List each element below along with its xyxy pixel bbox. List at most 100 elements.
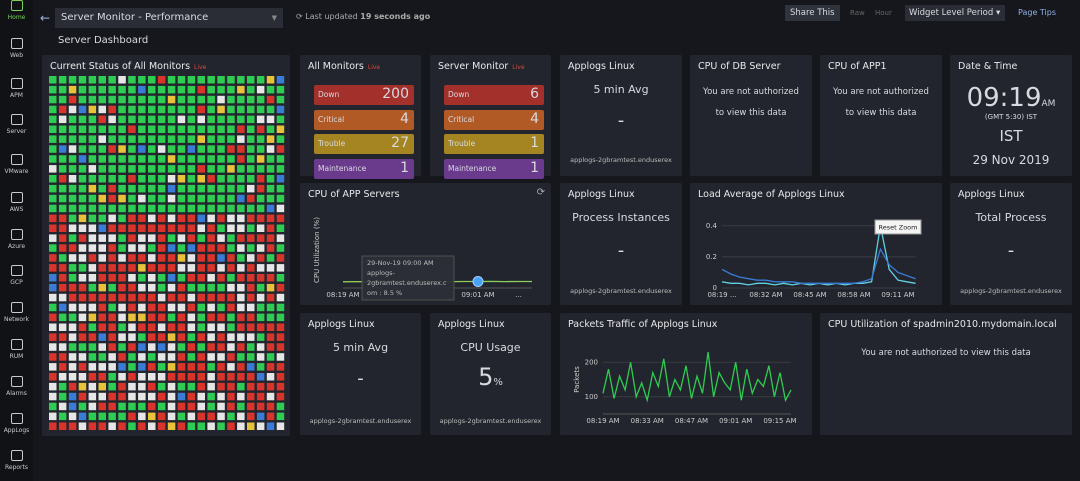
live: Live: [194, 64, 207, 71]
refresh-icon[interactable]: ⟳: [536, 187, 545, 198]
nav-icon[interactable]: [11, 229, 23, 240]
period-hour[interactable]: Hour: [875, 9, 892, 17]
panel: Applogs Linux 5 min Avg - applogs-2gbramtes…: [300, 313, 421, 435]
live: Live: [512, 64, 525, 71]
value-number: 5: [478, 363, 494, 391]
host: applogs-2gbramtest.enduserex: [439, 417, 542, 425]
title: Current Status of All Monitors: [50, 61, 191, 72]
nav-label[interactable]: VMware: [4, 168, 29, 175]
last-updated-label: Last updated: [305, 12, 358, 21]
panel: Applogs Linux 5 min Avg - applogs-2gbramtes…: [560, 55, 682, 176]
value: -: [617, 110, 625, 131]
live: Live: [367, 64, 381, 71]
page-tips[interactable]: Page Tips: [1018, 8, 1057, 17]
nav-icon[interactable]: [11, 376, 23, 387]
panel-title: Applogs Linux: [308, 319, 375, 330]
nav-label[interactable]: AWS: [9, 206, 24, 213]
nav-label[interactable]: Reports: [4, 464, 28, 471]
panel: Applogs Linux CPU Usage 5% applogs-2gbramte…: [430, 313, 551, 435]
panel-title: Server Monitor Live: [438, 61, 525, 72]
nav-icon[interactable]: [11, 38, 23, 49]
host: applogs-2gbramtest.enduserex: [570, 156, 672, 164]
message: You are not authorized to view this data: [703, 87, 799, 118]
badge-label: Maintenance: [448, 163, 497, 173]
panel: Date & Time 09:19AM (GMT 5:30) IST IST 29 No…: [950, 55, 1072, 176]
title: All Monitors: [308, 61, 364, 72]
value: 5%: [430, 363, 551, 391]
nav-label[interactable]: AppLogs: [3, 427, 30, 434]
time-value: 09:19: [966, 83, 1042, 113]
status-badge[interactable]: Down 200: [314, 85, 414, 105]
nav-icon[interactable]: [11, 78, 23, 89]
tz: IST: [999, 127, 1023, 145]
unit: %: [493, 377, 503, 388]
badge-count: 6: [530, 86, 539, 102]
value: -: [1007, 240, 1015, 261]
period-select[interactable]: Widget Level Period ▾: [905, 5, 1005, 21]
status-badge[interactable]: Trouble 27: [314, 134, 414, 154]
panel-title: CPU of DB Server: [698, 61, 781, 72]
message: You are not authorized to view this data: [861, 348, 1031, 358]
status-badge[interactable]: Maintenance 1: [444, 158, 544, 179]
back-arrow[interactable]: ←: [40, 11, 51, 25]
status-badge[interactable]: Critical 4: [444, 109, 544, 130]
nav-icon[interactable]: [11, 450, 23, 461]
panel-title: Load Average of Applogs Linux: [698, 189, 845, 200]
panel: Applogs Linux Process Instances - applogs-2…: [560, 183, 682, 305]
nav-label[interactable]: APM: [10, 92, 23, 99]
nav-icon[interactable]: [11, 192, 23, 203]
nav-label[interactable]: GCP: [10, 279, 23, 286]
nav-icon[interactable]: [11, 339, 23, 350]
period-raw[interactable]: Raw: [850, 9, 865, 17]
share-button[interactable]: Share This: [785, 5, 840, 21]
title: Server Monitor: [438, 61, 509, 72]
status-badge[interactable]: Trouble 1: [444, 134, 544, 154]
panel-title: All Monitors Live: [308, 61, 380, 72]
message: You are not authorized to view this data: [833, 87, 929, 118]
nav-icon[interactable]: [11, 114, 23, 125]
nav-label[interactable]: Alarms: [6, 390, 27, 397]
sidebar: Home Web APM Server VMware AWS Azure GCP Network…: [0, 0, 33, 481]
nav-icon[interactable]: [11, 413, 23, 424]
dashboard-name: Server Dashboard: [58, 35, 149, 46]
monitor-dropdown[interactable]: Server Monitor - Performance ▼: [55, 8, 283, 28]
nav-label[interactable]: RUM: [9, 353, 24, 360]
panel: Current Status of All Monitors Live: [42, 55, 290, 436]
panel-title: Applogs Linux: [958, 189, 1025, 200]
date: 29 Nov 2019: [972, 153, 1050, 167]
panel: Load Average of Applogs Linux: [690, 183, 942, 305]
status-badge[interactable]: Down 6: [444, 85, 544, 105]
nav-icon[interactable]: [11, 0, 23, 11]
time: 09:19AM: [950, 83, 1072, 113]
badge-label: Critical: [318, 114, 345, 124]
metric: 5 min Avg: [332, 341, 389, 354]
badge-label: Trouble: [448, 139, 476, 148]
badge-label: Maintenance: [318, 163, 367, 173]
nav-label[interactable]: Server: [6, 128, 27, 135]
panel: CPU of APP Servers ⟳: [300, 183, 551, 305]
panel-title: CPU of APP1: [828, 61, 887, 72]
panel: CPU of DB Server You are not authorized t…: [690, 55, 812, 176]
panel: All Monitors Live Down 200 Critical 4 Trouble 2…: [300, 55, 421, 179]
value: -: [357, 368, 364, 389]
nav-label[interactable]: Web: [9, 52, 24, 59]
badge-count: 27: [391, 135, 409, 151]
status-badge[interactable]: Maintenance 1: [314, 158, 414, 179]
badge-label: Critical: [448, 114, 475, 124]
nav-label[interactable]: Network: [3, 316, 30, 323]
host: applogs-2gbramtest.enduserex: [309, 417, 412, 425]
nav-icon[interactable]: [11, 302, 23, 313]
nav-label[interactable]: Azure: [7, 243, 26, 250]
panel: CPU Utilization of spadmin2010.mydomain.…: [820, 313, 1072, 435]
badge-label: Trouble: [318, 139, 346, 148]
zone: (GMT 5:30) IST: [984, 113, 1038, 121]
badge-count: 4: [400, 110, 409, 127]
last-updated: ⟳ Last updated 19 seconds ago: [296, 12, 431, 21]
nav-label[interactable]: Home: [7, 14, 26, 21]
badge-count: 200: [382, 86, 409, 102]
nav-icon[interactable]: [11, 154, 23, 165]
panel-title: CPU Utilization of spadmin2010.mydomain.…: [828, 319, 1057, 330]
nav-icon[interactable]: [11, 265, 23, 276]
status-badge[interactable]: Critical 4: [314, 109, 414, 130]
value: -: [617, 240, 625, 261]
